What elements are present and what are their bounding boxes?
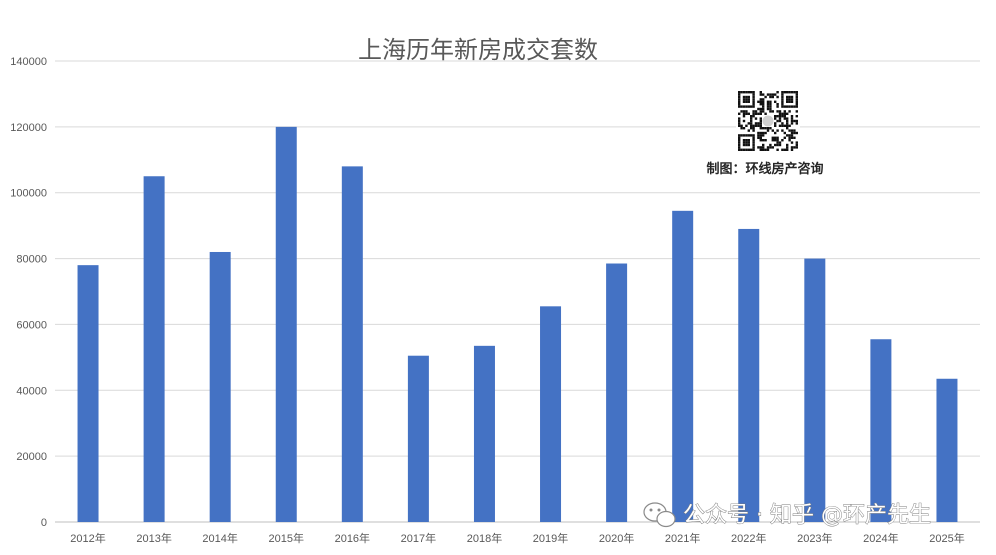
x-tick-label: 2025年 (929, 531, 964, 545)
y-tick-label: 20000 (16, 451, 47, 463)
wechat-icon (643, 502, 676, 528)
qr-code (736, 89, 800, 153)
bar (473, 345, 495, 522)
bar (341, 166, 363, 522)
y-axis-labels: 0 20000 40000 60000 80000 100000 120000 140000 (10, 56, 47, 529)
bar (77, 265, 99, 522)
y-tick-label: 60000 (16, 319, 47, 331)
bar (275, 126, 297, 522)
y-tick-label: 100000 (10, 188, 47, 200)
watermark: 公众号 · 知乎 @环产先生 (643, 502, 931, 528)
y-tick-label: 120000 (10, 122, 47, 134)
bars (77, 126, 958, 522)
x-tick-label: 2014年 (202, 531, 237, 545)
x-tick-label: 2023年 (797, 531, 832, 545)
bar (738, 228, 760, 522)
bar (407, 355, 429, 522)
y-tick-label: 80000 (16, 254, 47, 266)
x-tick-label: 2013年 (136, 531, 171, 545)
bar (672, 210, 694, 522)
x-tick-label: 2021年 (665, 531, 700, 545)
x-tick-label: 2012年 (70, 531, 105, 545)
y-tick-label: 140000 (10, 56, 47, 68)
y-tick-label: 0 (41, 517, 47, 529)
chart-title: 上海历年新房成交套数 (358, 36, 598, 64)
bar (870, 339, 892, 522)
bar (209, 251, 231, 522)
x-tick-label: 2019年 (533, 531, 568, 545)
bar (143, 176, 165, 522)
x-tick-label: 2016年 (335, 531, 370, 545)
bar (804, 258, 826, 522)
gridlines (55, 60, 980, 523)
watermark-text: 公众号 · 知乎 @环产先生 (683, 503, 931, 528)
bar (606, 263, 628, 522)
y-tick-label: 40000 (16, 385, 47, 397)
x-tick-label: 2017年 (401, 531, 436, 545)
x-axis-labels: 2012年 2013年 2014年 2015年 2016年 2017年 2018年 2019年… (70, 531, 964, 545)
x-tick-label: 2022年 (731, 531, 766, 545)
bar (540, 306, 562, 522)
x-tick-label: 2024年 (863, 531, 898, 545)
x-tick-label: 2018年 (467, 531, 502, 545)
x-tick-label: 2015年 (269, 531, 304, 545)
credit-text: 制图：环线房产咨询 (706, 161, 823, 177)
bar (936, 378, 958, 522)
x-tick-label: 2020年 (599, 531, 634, 545)
